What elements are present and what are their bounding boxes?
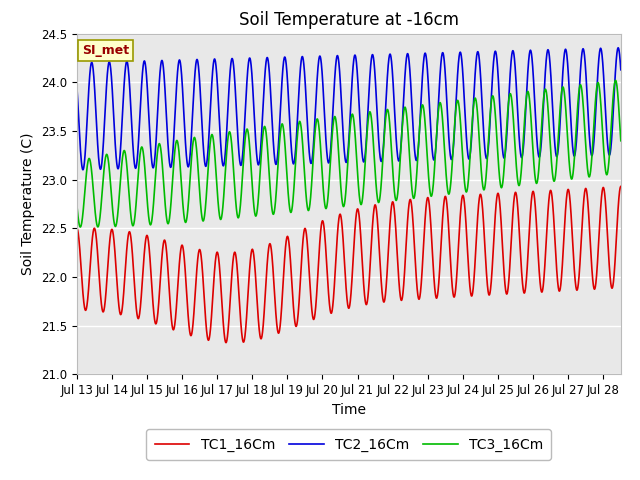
- X-axis label: Time: Time: [332, 403, 366, 417]
- Title: Soil Temperature at -16cm: Soil Temperature at -16cm: [239, 11, 459, 29]
- TC1_16Cm: [222, 340, 230, 346]
- TC1_16Cm: [617, 183, 625, 189]
- Legend: TC1_16Cm, TC2_16Cm, TC3_16Cm: TC1_16Cm, TC2_16Cm, TC3_16Cm: [147, 429, 551, 460]
- TC1_16Cm: [73, 225, 81, 231]
- TC3_16Cm: [425, 176, 433, 182]
- TC3_16Cm: [76, 224, 84, 230]
- TC3_16Cm: [617, 138, 625, 144]
- Line: TC2_16Cm: TC2_16Cm: [77, 48, 621, 170]
- TC3_16Cm: [194, 161, 202, 167]
- TC1_16Cm: [425, 198, 433, 204]
- TC3_16Cm: [612, 77, 620, 83]
- Y-axis label: Soil Temperature (C): Soil Temperature (C): [21, 133, 35, 275]
- TC1_16Cm: [433, 295, 440, 301]
- TC2_16Cm: [566, 99, 573, 105]
- TC3_16Cm: [73, 202, 81, 207]
- TC2_16Cm: [425, 89, 433, 95]
- TC3_16Cm: [602, 168, 609, 173]
- TC3_16Cm: [433, 136, 440, 142]
- TC2_16Cm: [602, 109, 609, 115]
- TC1_16Cm: [194, 258, 202, 264]
- TC2_16Cm: [243, 79, 251, 85]
- TC2_16Cm: [614, 45, 622, 51]
- TC2_16Cm: [79, 167, 87, 173]
- TC2_16Cm: [617, 67, 625, 72]
- Line: TC3_16Cm: TC3_16Cm: [77, 80, 621, 227]
- TC3_16Cm: [566, 168, 573, 173]
- Text: SI_met: SI_met: [82, 44, 129, 57]
- TC3_16Cm: [243, 126, 251, 132]
- Line: TC1_16Cm: TC1_16Cm: [77, 186, 621, 343]
- TC1_16Cm: [243, 309, 251, 315]
- TC2_16Cm: [194, 59, 202, 64]
- TC1_16Cm: [602, 200, 609, 206]
- TC1_16Cm: [566, 196, 573, 202]
- TC2_16Cm: [433, 139, 440, 144]
- TC2_16Cm: [73, 82, 81, 88]
